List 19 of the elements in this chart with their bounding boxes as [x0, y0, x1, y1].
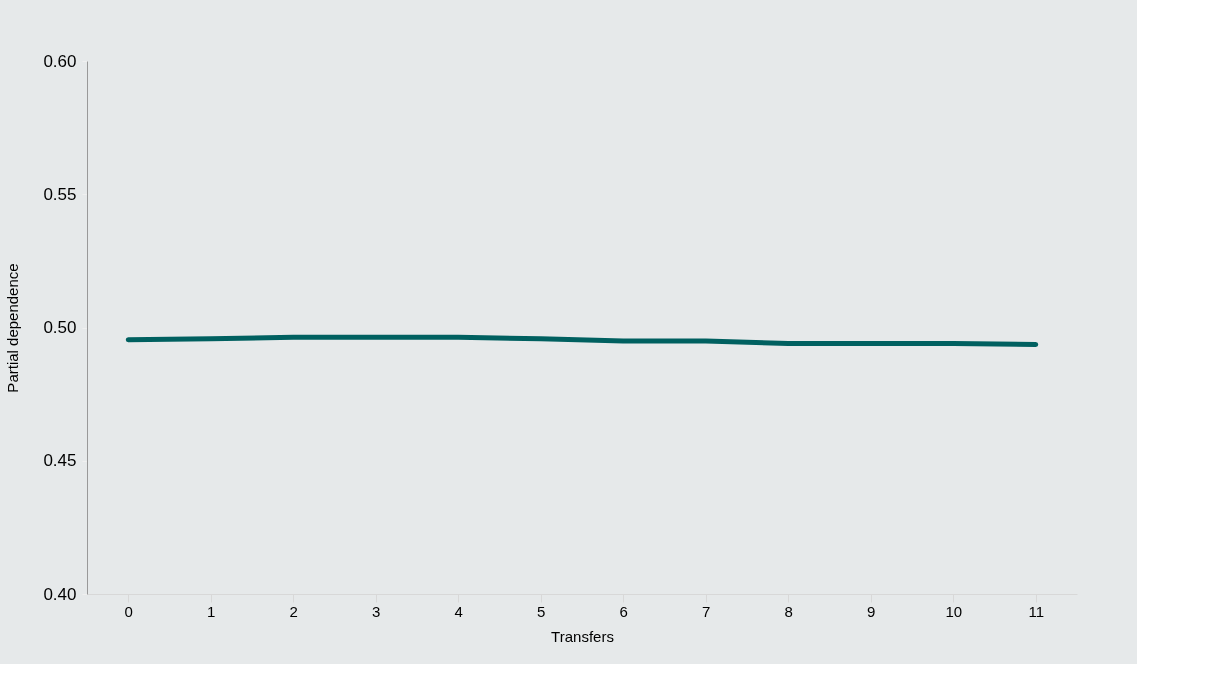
- x-tick-label: 0: [124, 602, 133, 620]
- x-tick-label: 4: [454, 602, 463, 620]
- y-tick-label: 0.60: [43, 51, 77, 71]
- x-tick-label: 1: [207, 602, 216, 620]
- y-tick-label: 0.50: [43, 318, 77, 337]
- x-tick-label: 6: [619, 602, 628, 620]
- y-tick-label: 0.45: [43, 451, 77, 471]
- x-tick-label: 3: [372, 602, 381, 620]
- x-tick-label: 2: [289, 602, 298, 620]
- x-tick-label: 11: [1028, 602, 1045, 620]
- x-tick-label: 8: [784, 602, 793, 620]
- x-tick-label: 5: [537, 602, 546, 620]
- x-tick-label: 9: [867, 602, 876, 620]
- x-tick-label: 7: [702, 602, 711, 620]
- y-axis-title: Partial dependence: [4, 263, 22, 393]
- y-tick-label: 0.55: [43, 184, 77, 204]
- y-tick-label: 0.40: [43, 584, 77, 604]
- x-axis-title: Transfers: [551, 627, 614, 645]
- x-tick-label: 10: [945, 602, 963, 620]
